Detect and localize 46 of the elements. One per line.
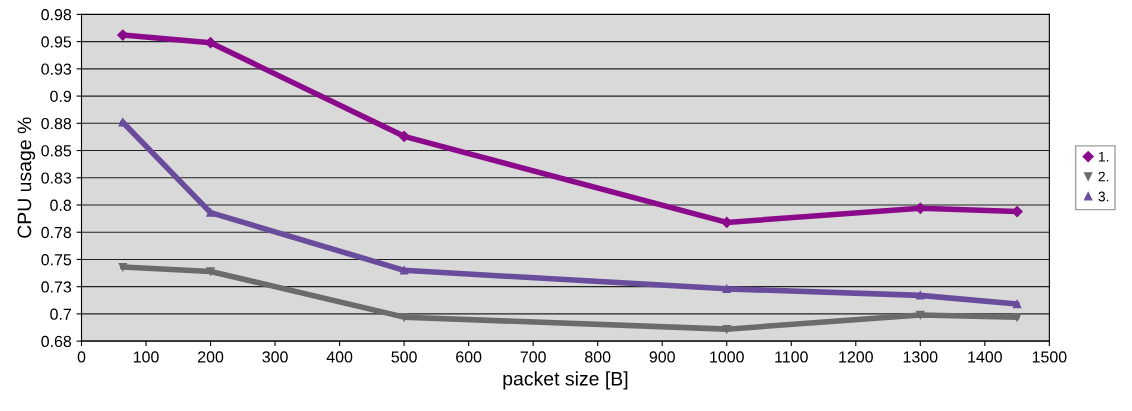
x-tick-label: 600 xyxy=(456,351,482,363)
point xyxy=(916,310,925,320)
x-tick-label: 1100 xyxy=(775,351,808,363)
y-tick-label: 0.7 xyxy=(50,308,71,320)
x-tick-label: 900 xyxy=(649,351,675,363)
y-tick-label: 0.83 xyxy=(41,172,72,184)
y-tick-label: 0.78 xyxy=(41,226,72,239)
x-tick-label: 0 xyxy=(77,351,86,363)
point xyxy=(206,267,215,276)
x-tick-label: 200 xyxy=(198,351,224,363)
legend-label: 2. xyxy=(1098,171,1109,182)
y-tick-label: 0.85 xyxy=(41,145,72,157)
x-tick-label: 1000 xyxy=(710,351,744,363)
point xyxy=(722,284,731,294)
x-axis-title: packet size [B] xyxy=(503,371,628,390)
x-tick-label: 1200 xyxy=(839,351,873,363)
point xyxy=(1012,299,1022,309)
x-tick-label: 100 xyxy=(133,351,159,363)
point xyxy=(916,291,925,300)
y-tick-label: 0.8 xyxy=(50,199,72,211)
x-tick-label: 1300 xyxy=(903,351,938,363)
point xyxy=(722,324,731,334)
x-tick-label: 700 xyxy=(520,351,546,363)
y-tick-label: 0.98 xyxy=(41,9,72,21)
y-tick-label: 0.95 xyxy=(41,36,72,48)
point xyxy=(399,313,409,322)
x-tick-label: 400 xyxy=(326,351,353,363)
y-tick-label: 0.88 xyxy=(41,117,72,130)
legend-label: 1. xyxy=(1098,151,1109,162)
x-tick-label: 800 xyxy=(585,351,611,363)
y-tick-label: 0.73 xyxy=(41,281,72,293)
point xyxy=(398,130,410,142)
point xyxy=(206,208,215,217)
x-tick-label: 300 xyxy=(262,351,288,363)
y-tick-label: 0.9 xyxy=(50,90,72,103)
point xyxy=(118,262,127,272)
legend-label: 3. xyxy=(1098,191,1109,202)
point xyxy=(399,266,409,275)
y-tick-label: 0.93 xyxy=(41,63,72,75)
y-axis-title: CPU usage % xyxy=(17,117,36,238)
point xyxy=(1012,313,1022,322)
x-tick-label: 500 xyxy=(391,351,417,363)
y-tick-label: 0.75 xyxy=(41,254,72,266)
y-tick-label: 0.68 xyxy=(41,335,72,348)
x-tick-label: 1500 xyxy=(1032,351,1067,363)
x-tick-label: 1400 xyxy=(968,351,1002,363)
